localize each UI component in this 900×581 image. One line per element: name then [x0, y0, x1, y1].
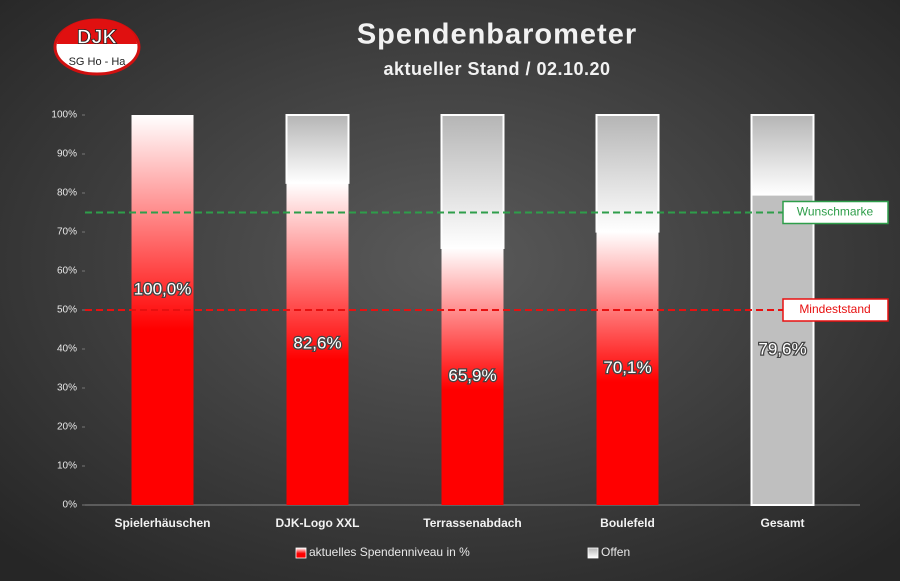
y-tick-label: 0%	[63, 500, 78, 511]
x-tick-label: Boulefeld	[600, 516, 655, 530]
bar	[750, 193, 815, 506]
reference-label: Wunschmarke	[797, 205, 874, 219]
reference-label: Mindeststand	[799, 302, 870, 316]
value-label: 70,1%	[603, 358, 651, 377]
legend-label: aktuelles Spendenniveau in %	[309, 545, 470, 559]
logo-top	[57, 19, 137, 44]
y-tick-label: 40%	[57, 344, 77, 355]
bar	[750, 114, 815, 196]
y-tick-label: 20%	[57, 422, 77, 433]
bar	[286, 182, 349, 506]
y-tick-label: 60%	[57, 266, 77, 277]
reference-label-box	[782, 200, 889, 225]
logo: DJK SG Ho - Ha	[53, 18, 141, 76]
chart-title: Spendenbarometer	[357, 19, 637, 51]
bar	[595, 114, 660, 233]
bar	[285, 114, 350, 184]
y-tick-label: 50%	[57, 305, 77, 316]
x-tick-label: DJK-Logo XXL	[276, 516, 360, 530]
y-tick-label: 100%	[51, 110, 77, 121]
value-label: 79,6%	[758, 339, 806, 358]
bar	[441, 247, 504, 506]
y-tick-label: 30%	[57, 383, 77, 394]
legend-swatch	[295, 547, 307, 559]
bar	[440, 114, 505, 249]
y-tick-label: 10%	[57, 461, 77, 472]
legend-swatch	[587, 547, 599, 559]
y-tick-label: 90%	[57, 149, 77, 160]
y-tick-label: 70%	[57, 227, 77, 238]
value-label: 65,9%	[448, 366, 496, 385]
x-tick-label: Terrassenabdach	[423, 516, 522, 530]
bar	[596, 231, 659, 506]
reference-label-box	[782, 298, 889, 322]
logo-text: DJK	[77, 26, 118, 48]
value-label: 82,6%	[293, 333, 341, 352]
x-tick-label: Spielerhäuschen	[114, 516, 210, 530]
x-tick-label: Gesamt	[760, 516, 804, 530]
chart-subtitle: aktueller Stand / 02.10.20	[383, 59, 610, 79]
y-tick-label: 80%	[57, 188, 77, 199]
logo-subtext: SG Ho - Ha	[69, 56, 127, 68]
value-label: 100,0%	[134, 279, 192, 298]
legend-label: Offen	[601, 545, 630, 559]
